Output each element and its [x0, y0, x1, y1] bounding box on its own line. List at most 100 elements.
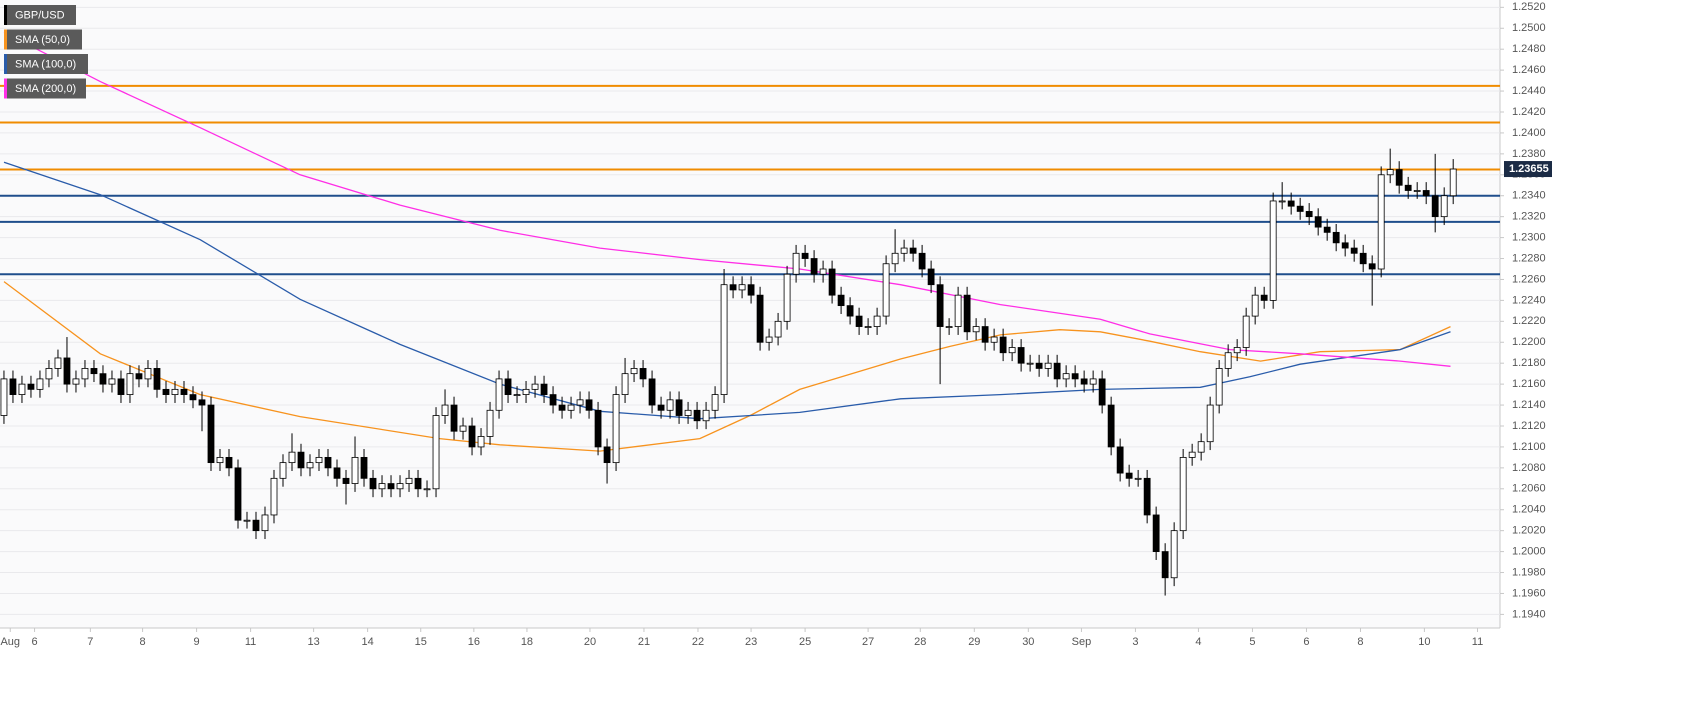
candle-body	[522, 388, 530, 395]
y-tick-label: 1.2120	[1512, 420, 1546, 432]
candle-body	[630, 368, 638, 375]
candle-body	[621, 373, 629, 395]
candle-body	[1179, 456, 1187, 532]
candle-body	[828, 268, 836, 296]
last-price-label: 1.23655	[1509, 163, 1549, 175]
candle-body	[63, 357, 71, 385]
candle-body	[657, 404, 665, 411]
last-price-box	[1504, 161, 1552, 178]
candle-body	[1440, 195, 1448, 218]
candle-body	[1143, 477, 1151, 516]
candle-body	[936, 284, 944, 327]
candle-body	[72, 378, 80, 385]
candle-body	[369, 477, 377, 490]
candle-body	[756, 294, 764, 343]
candle-body	[486, 409, 494, 437]
y-tick-label: 1.2100	[1512, 441, 1546, 453]
x-tick-label: 25	[799, 636, 811, 648]
x-tick-label: 8	[1357, 636, 1363, 648]
x-tick-label: 11	[245, 636, 256, 648]
x-tick-label: 27	[862, 636, 874, 648]
candle-body	[45, 368, 53, 380]
candle-body	[1170, 530, 1178, 579]
candle-body	[1116, 446, 1124, 474]
candle-body	[81, 368, 89, 380]
sma-line	[3, 161, 1451, 420]
candle-body	[0, 378, 8, 416]
legend-label: GBP/USD	[15, 9, 65, 21]
candle-body	[270, 477, 278, 516]
candle-body	[765, 336, 773, 343]
candle-body	[1395, 169, 1403, 186]
candle-body	[36, 378, 44, 390]
candle-body	[1125, 472, 1133, 479]
legend-box	[4, 5, 76, 25]
candle-body	[837, 294, 845, 307]
y-tick-label: 1.2460	[1512, 64, 1546, 76]
candle-body	[1071, 373, 1079, 380]
x-tick-label: 7	[87, 636, 93, 648]
y-tick-label: 1.2500	[1512, 22, 1546, 34]
x-tick-label: 18	[521, 636, 533, 648]
candle-body	[1251, 294, 1259, 317]
candle-body	[810, 258, 818, 275]
candle-body	[1017, 347, 1025, 364]
legend-box	[4, 54, 88, 74]
x-tick-label: 14	[361, 636, 373, 648]
candle-body	[180, 388, 188, 395]
legend-label: SMA (200,0)	[15, 83, 76, 95]
candle-body	[945, 326, 953, 328]
candle-body	[396, 483, 404, 490]
x-tick-label: 23	[745, 636, 757, 648]
x-tick-label: 30	[1022, 636, 1034, 648]
candle-body	[1197, 441, 1205, 453]
y-tick-label: 1.2060	[1512, 483, 1546, 495]
candle-body	[1062, 373, 1070, 380]
candle-body	[693, 409, 701, 422]
y-tick-label: 1.2380	[1512, 148, 1546, 160]
candle-body	[315, 456, 323, 464]
candle-body	[414, 477, 422, 490]
candle-body	[306, 462, 314, 469]
candle-body	[513, 394, 521, 396]
candle-body	[243, 519, 251, 522]
x-tick-label: 9	[194, 636, 200, 648]
candle-body	[1260, 294, 1268, 301]
y-tick-label: 1.2240	[1512, 294, 1546, 306]
candle-body	[1089, 378, 1097, 385]
candle-body	[423, 488, 431, 491]
x-tick-label: Aug	[0, 636, 20, 648]
candle-body	[207, 404, 215, 464]
x-tick-label: 21	[638, 636, 650, 648]
candle-body	[1431, 195, 1439, 218]
candle-body	[540, 383, 548, 395]
candle-body	[684, 409, 692, 416]
y-tick-label: 1.2140	[1512, 399, 1546, 411]
candle-body	[954, 294, 962, 327]
candle-body	[774, 320, 782, 338]
candle-body	[1278, 200, 1286, 203]
candle-body	[711, 394, 719, 411]
y-tick-label: 1.2020	[1512, 525, 1546, 537]
candle-body	[288, 451, 296, 464]
y-tick-label: 1.2220	[1512, 315, 1546, 327]
legend-box	[4, 78, 86, 99]
candle-body	[297, 451, 305, 469]
candle-body	[1242, 315, 1250, 348]
candle-body	[1296, 205, 1304, 212]
candle-body	[261, 514, 269, 532]
candle-body	[729, 284, 737, 291]
candle-body	[441, 404, 449, 416]
candle-body	[108, 378, 116, 385]
candle-body	[720, 284, 728, 395]
candle-body	[153, 368, 161, 390]
candle-body	[999, 336, 1007, 354]
candle-body	[801, 252, 809, 259]
candle-body	[1368, 263, 1376, 270]
candle-body	[1035, 362, 1043, 369]
candle-body	[1350, 247, 1358, 254]
candle-body	[612, 394, 620, 464]
candle-body	[891, 252, 899, 265]
candle-body	[648, 378, 656, 406]
x-tick-label: 28	[914, 636, 926, 648]
